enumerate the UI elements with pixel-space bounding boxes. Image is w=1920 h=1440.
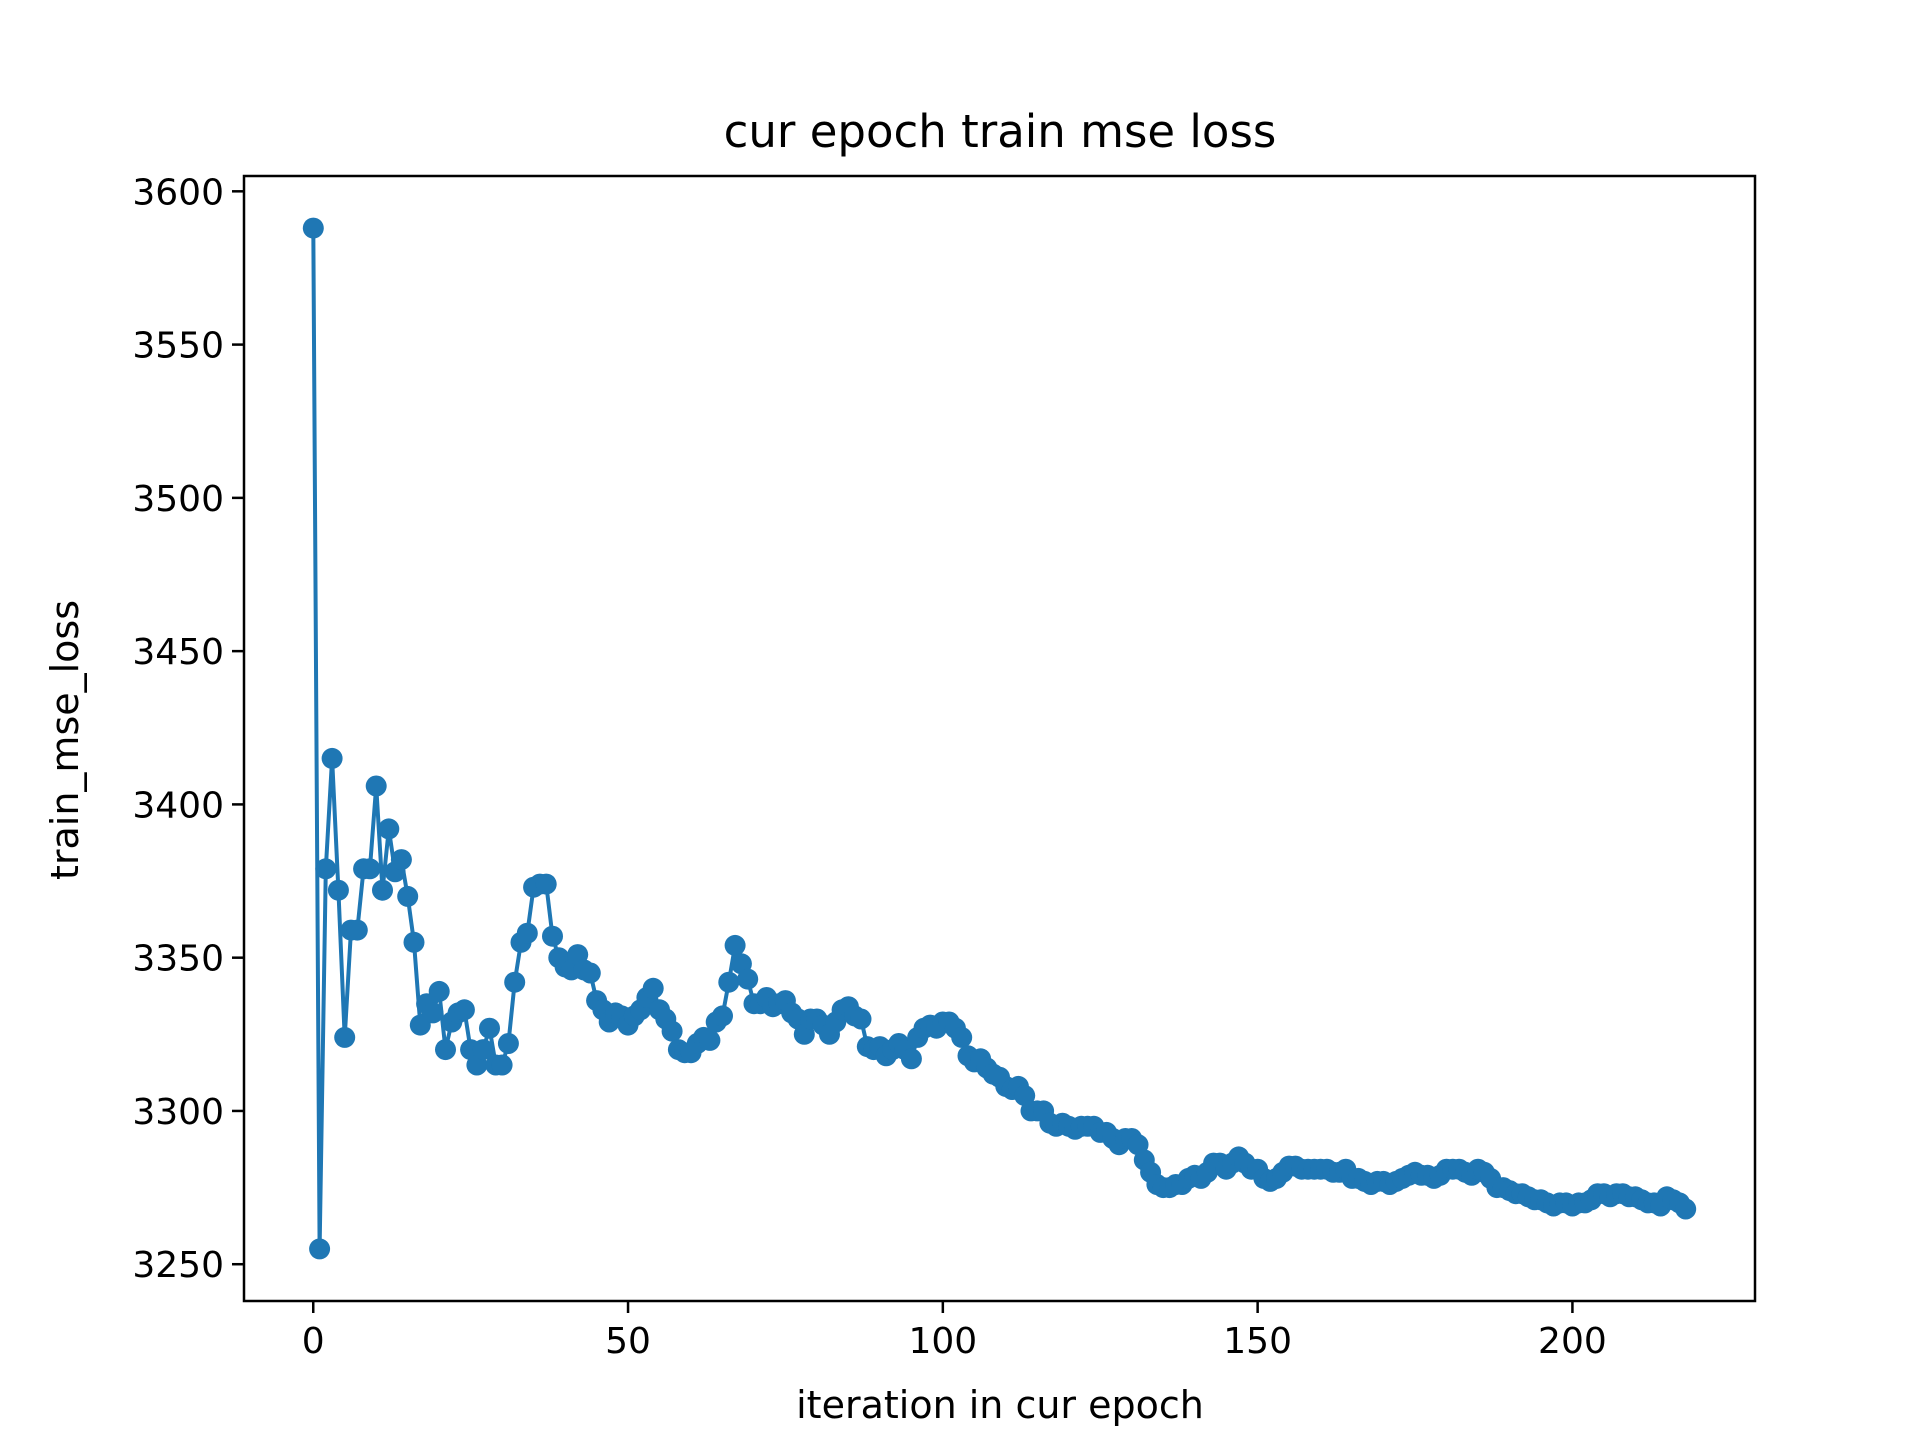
y-tick-label: 3550	[132, 326, 224, 367]
data-point	[428, 980, 450, 1002]
data-point	[365, 775, 387, 797]
data-point	[397, 885, 419, 907]
data-point	[390, 849, 412, 871]
x-tick-label: 200	[1538, 1321, 1607, 1362]
x-axis-label: iteration in cur epoch	[796, 1383, 1204, 1427]
data-point	[579, 962, 601, 984]
y-tick-label: 3250	[132, 1245, 224, 1286]
data-point	[850, 1008, 872, 1030]
x-tick-label: 0	[302, 1321, 325, 1362]
data-point	[302, 217, 324, 239]
y-tick-label: 3500	[132, 479, 224, 520]
data-point	[737, 968, 759, 990]
data-series	[302, 217, 1697, 1260]
data-point	[542, 925, 563, 947]
data-point	[642, 977, 664, 999]
y-axis-label: train_mse_loss	[43, 600, 87, 880]
chart-title: cur epoch train mse loss	[724, 105, 1277, 158]
data-point	[718, 971, 740, 993]
y-tick-label: 3450	[132, 632, 224, 673]
x-tick-label: 150	[1223, 1321, 1292, 1362]
data-point	[479, 1017, 500, 1039]
y-tick-label: 3600	[132, 172, 224, 213]
data-point	[472, 1039, 494, 1061]
data-point	[321, 747, 343, 769]
x-axis-ticks: 0 50 100 150 200	[302, 1301, 1607, 1362]
data-point	[535, 873, 557, 895]
x-tick-label: 100	[908, 1321, 977, 1362]
data-point	[359, 858, 381, 880]
y-tick-label: 3300	[132, 1092, 224, 1133]
data-point	[497, 1033, 519, 1054]
data-point	[504, 971, 526, 993]
data-point	[661, 1020, 683, 1042]
data-point	[334, 1026, 356, 1048]
data-point	[309, 1238, 331, 1260]
y-tick-label: 3350	[132, 939, 224, 980]
data-point	[951, 1026, 973, 1048]
data-point	[435, 1039, 456, 1061]
data-point	[724, 934, 746, 956]
data-point	[403, 931, 425, 953]
data-point	[900, 1048, 922, 1070]
y-tick-label: 3400	[132, 785, 224, 826]
series-line	[311, 228, 1688, 1251]
x-tick-label: 50	[605, 1321, 651, 1362]
data-point	[453, 999, 475, 1021]
data-point	[372, 879, 393, 901]
data-point	[315, 858, 337, 880]
data-point	[712, 1005, 733, 1027]
data-point	[516, 922, 538, 944]
data-point	[1675, 1198, 1697, 1220]
data-point	[327, 879, 349, 901]
data-point	[491, 1054, 513, 1076]
data-point	[699, 1029, 721, 1051]
plot-frame	[242, 174, 1757, 1303]
data-point	[346, 919, 368, 941]
data-point	[378, 818, 400, 840]
y-axis-ticks: 3250 3300 3350 3400 3450 3500 3550 3600	[132, 172, 244, 1286]
data-point	[422, 1002, 444, 1024]
